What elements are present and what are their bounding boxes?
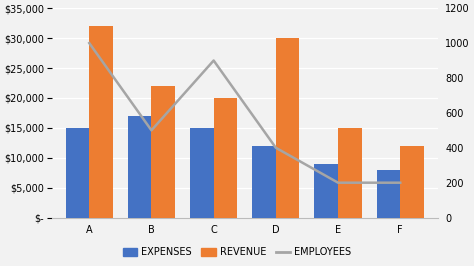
EMPLOYEES: [211, 59, 217, 62]
EMPLOYEES: [86, 41, 92, 45]
Bar: [276, 38, 300, 218]
Bar: [400, 146, 424, 218]
Bar: [128, 116, 152, 218]
EMPLOYEES: [273, 146, 279, 149]
Bar: [377, 170, 400, 218]
Bar: [214, 98, 237, 218]
EMPLOYEES: [335, 181, 341, 184]
EMPLOYEES: [149, 129, 155, 132]
EMPLOYEES: [397, 181, 403, 184]
Bar: [314, 164, 338, 218]
Bar: [89, 26, 113, 218]
Bar: [338, 128, 362, 218]
Bar: [65, 128, 89, 218]
Bar: [252, 146, 276, 218]
Bar: [152, 86, 175, 218]
Line: EMPLOYEES: EMPLOYEES: [89, 43, 400, 183]
Legend: EXPENSES, REVENUE, EMPLOYEES: EXPENSES, REVENUE, EMPLOYEES: [118, 243, 356, 261]
Bar: [190, 128, 214, 218]
